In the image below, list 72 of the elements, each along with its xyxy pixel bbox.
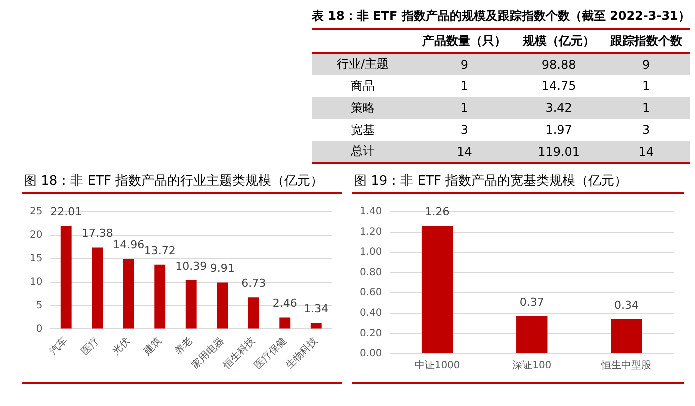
- data-label: 14: [456, 144, 474, 160]
- data-label: 3.42: [544, 100, 574, 117]
- bar: [217, 282, 228, 329]
- y-tick-label: 1.00: [360, 247, 382, 258]
- chart-title: 图 18：非 ETF 指数产品的行业主题类规模（亿元）: [23, 173, 325, 191]
- y-tick-label: 0.20: [360, 328, 382, 340]
- data-label: 0.37: [520, 296, 544, 309]
- bar: [248, 298, 260, 329]
- series-label: 产品数量（只）: [422, 32, 508, 50]
- data-label: 14.96: [113, 238, 145, 252]
- x-tick-label: 医疗: [78, 334, 102, 358]
- data-label: 3: [460, 122, 470, 139]
- y-tick-label: 1.40: [360, 206, 382, 218]
- y-tick-label: 15: [30, 253, 43, 264]
- x-tick-label: 中证1000: [414, 360, 460, 372]
- data-label: 2.46: [272, 297, 298, 310]
- data-label: 13.72: [144, 244, 176, 258]
- data-label: 6.73: [242, 277, 266, 290]
- category-label: 商品: [351, 78, 375, 92]
- y-tick-label: 0.00: [360, 348, 382, 360]
- bar: [186, 280, 197, 329]
- y-tick-label: 5: [36, 300, 43, 312]
- y-tick-label: 10: [30, 276, 43, 288]
- data-label: 14: [638, 144, 655, 160]
- bar: [154, 264, 166, 329]
- data-label: 9: [642, 56, 652, 74]
- data-label: 10.39: [176, 260, 208, 273]
- data-label: 1: [460, 78, 470, 95]
- bar: [60, 226, 72, 329]
- x-tick-label: 深证100: [512, 360, 552, 372]
- data-label: 0.34: [614, 298, 639, 312]
- x-tick-label: 养老: [172, 334, 196, 358]
- bar: [280, 318, 291, 329]
- data-label: 14.75: [540, 78, 578, 95]
- bar: [611, 320, 642, 354]
- data-label: 9: [460, 56, 470, 74]
- y-tick-label: 0.40: [360, 308, 382, 320]
- y-tick-label: 0.60: [360, 288, 382, 299]
- category-label: 行业/主题: [336, 57, 390, 71]
- x-tick-label: 汽车: [48, 334, 70, 358]
- data-label: 1.97: [544, 122, 574, 139]
- data-label: 98.88: [540, 56, 578, 74]
- data-label: 22.01: [50, 205, 82, 218]
- y-tick-label: 0: [36, 324, 43, 335]
- category-label: 策略: [351, 100, 375, 114]
- data-label: 1: [642, 78, 652, 95]
- bar: [123, 259, 134, 329]
- text: 表 18：非 ETF 指数产品的规模及跟踪指数个数（截至 2022-3-31）: [312, 8, 690, 25]
- data-label: 3: [642, 122, 652, 139]
- data-label: 119.01: [537, 144, 582, 160]
- bar: [92, 248, 104, 329]
- text: 跟踪指数个数: [609, 32, 684, 50]
- category-label: 宽基: [351, 122, 375, 136]
- x-tick-label: 建筑: [140, 334, 164, 358]
- category-label: 总计: [351, 144, 375, 158]
- data-label: 1.34: [304, 302, 329, 316]
- data-label: 1.26: [425, 206, 450, 219]
- x-tick-label: 光伏: [110, 334, 133, 358]
- data-label: 9.91: [210, 262, 235, 276]
- bar: [310, 322, 322, 329]
- y-tick-label: 25: [30, 206, 43, 218]
- y-tick-label: 20: [30, 230, 43, 242]
- data-label: 1: [642, 100, 652, 117]
- bar: [422, 226, 454, 354]
- x-tick-label: 恒生中型股: [600, 360, 652, 372]
- y-tick-label: 0.80: [360, 267, 382, 278]
- bar: [516, 316, 548, 354]
- data-label: 17.38: [82, 227, 114, 240]
- chart-title: 图 19：非 ETF 指数产品的宽基类规模（亿元）: [353, 173, 629, 191]
- data-label: 1: [460, 100, 470, 117]
- text: 规模（亿元）: [522, 32, 596, 50]
- y-tick-label: 1.20: [360, 226, 382, 238]
